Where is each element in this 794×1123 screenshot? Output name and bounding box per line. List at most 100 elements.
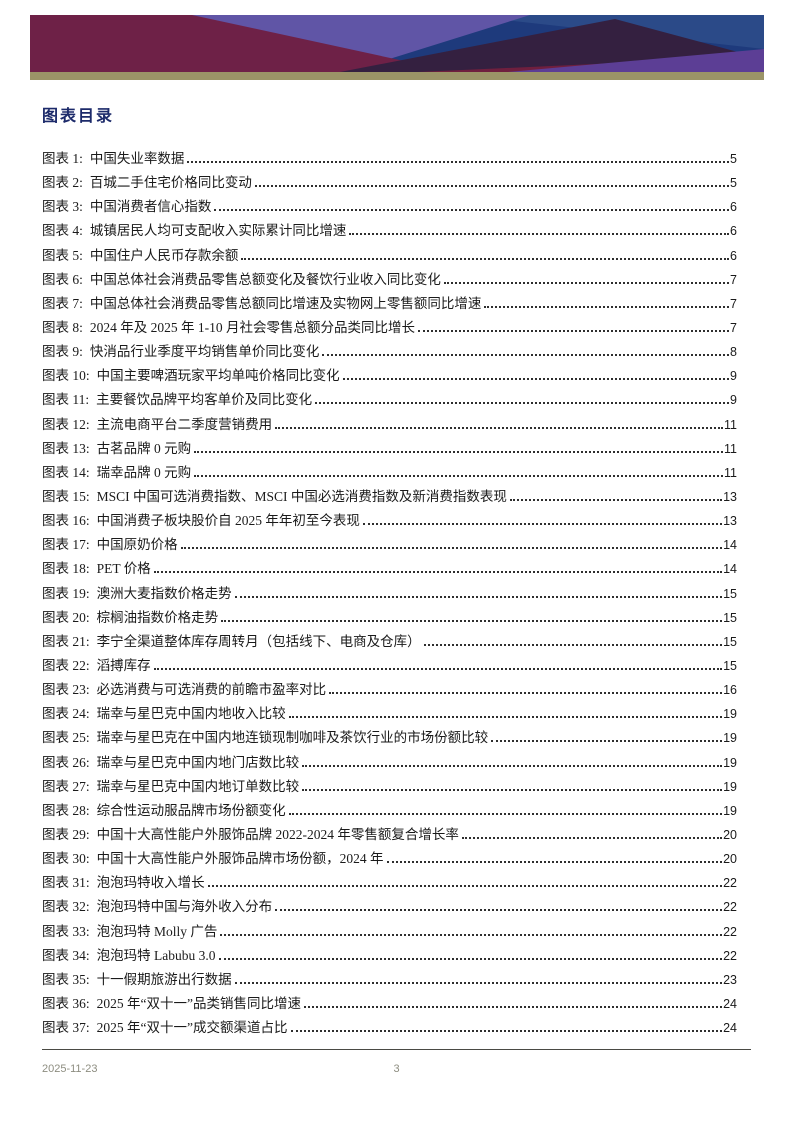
toc-leader-dots	[302, 764, 723, 767]
toc-entry-label: 图表 24:	[42, 706, 90, 722]
toc-entry[interactable]: 图表 1: 中国失业率数据 5	[42, 147, 737, 171]
toc-entry[interactable]: 图表 29: 中国十大高性能户外服饰品牌 2022-2024 年零售额复合增长率…	[42, 823, 737, 847]
toc-entry-label: 图表 7:	[42, 295, 83, 311]
toc-entry[interactable]: 图表 4: 城镇居民人均可支配收入实际累计同比增速 6	[42, 219, 737, 243]
toc-entry-title: 主要餐饮品牌平均客单价及同比变化	[96, 392, 313, 408]
banner-shape-maroon-sliver	[418, 62, 640, 72]
toc-leader-dots	[423, 643, 723, 646]
toc-entry[interactable]: 图表 20: 棕榈油指数价格走势 15	[42, 606, 737, 630]
toc-entry-page: 5	[730, 152, 737, 166]
toc-entry-page: 6	[730, 248, 737, 263]
toc-entry-page: 9	[730, 369, 737, 384]
toc-leader-dots	[484, 305, 730, 308]
toc-entry[interactable]: 图表 8: 2024 年及 2025 年 1-10 月社会零售总额分品类同比增长…	[42, 316, 737, 340]
toc-entry[interactable]: 图表 19: 澳洲大麦指数价格走势 15	[42, 582, 737, 606]
toc-entry[interactable]: 图表 25: 瑞幸与星巴克在中国内地连锁现制咖啡及茶饮行业的市场份额比较 19	[42, 726, 737, 750]
toc-entry[interactable]: 图表 36: 2025 年“双十一”品类销售同比增速 24	[42, 992, 737, 1016]
toc-entry-title: 泡泡玛特 Molly 广告	[96, 923, 218, 939]
toc-entry[interactable]: 图表 12: 主流电商平台二季度营销费用 11	[42, 413, 737, 437]
toc-entry[interactable]: 图表 21: 李宁全渠道整体库存周转月（包括线下、电商及仓库） 15	[42, 630, 737, 654]
toc-leader-dots	[234, 595, 723, 598]
toc-entry-page: 22	[723, 948, 737, 963]
toc-entry-page: 19	[723, 707, 737, 722]
toc-entry-title: 2025 年“双十一”品类销售同比增速	[96, 995, 301, 1011]
toc-entry-page: 19	[723, 779, 737, 794]
toc-leader-dots	[418, 329, 730, 332]
toc-entry[interactable]: 图表 6: 中国总体社会消费品零售总额变化及餐饮行业收入同比变化 7	[42, 268, 737, 292]
toc-entry[interactable]: 图表 23: 必选消费与可选消费的前瞻市盈率对比 16	[42, 678, 737, 702]
toc-entry[interactable]: 图表 3: 中国消费者信心指数 6	[42, 195, 737, 219]
toc-entry[interactable]: 图表 2: 百城二手住宅价格同比变动 5	[42, 171, 737, 195]
toc-leader-dots	[342, 378, 730, 381]
toc-entry-page: 19	[723, 803, 737, 818]
toc-entry[interactable]: 图表 27: 瑞幸与星巴克中国内地订单数比较 19	[42, 775, 737, 799]
toc-leader-dots	[509, 498, 723, 501]
toc-entry-title: 泡泡玛特中国与海外收入分布	[96, 899, 273, 915]
toc-entry-title: 2024 年及 2025 年 1-10 月社会零售总额分品类同比增长	[89, 319, 416, 335]
toc-leader-dots	[329, 692, 723, 695]
toc-entry[interactable]: 图表 16: 中国消费子板块股价自 2025 年年初至今表现 13	[42, 509, 737, 533]
toc-leader-dots	[386, 861, 723, 864]
toc-entry-page: 23	[723, 972, 737, 987]
toc-entry[interactable]: 图表 33: 泡泡玛特 Molly 广告 22	[42, 920, 737, 944]
toc-entry-title: 快消品行业季度平均销售单价同比变化	[89, 344, 320, 360]
toc-entry[interactable]: 图表 31: 泡泡玛特收入增长 22	[42, 871, 737, 895]
toc-entry-page: 22	[723, 900, 737, 915]
toc-leader-dots	[234, 981, 723, 984]
toc-leader-dots	[275, 426, 724, 429]
toc-entry-label: 图表 14:	[42, 464, 90, 480]
toc-entry-title: 瑞幸与星巴克中国内地订单数比较	[96, 778, 300, 794]
toc-leader-dots	[153, 571, 723, 574]
toc-entry-label: 图表 20:	[42, 609, 90, 625]
toc-leader-dots	[443, 281, 730, 284]
toc-entry-title: 中国住户人民币存款余额	[89, 247, 239, 263]
toc-entry[interactable]: 图表 9: 快消品行业季度平均销售单价同比变化 8	[42, 340, 737, 364]
toc-leader-dots	[349, 233, 730, 236]
page-content: 图表目录 图表 1: 中国失业率数据 5 图表 2: 百城二手住宅价格同比变动 …	[42, 80, 737, 1040]
toc-entry[interactable]: 图表 24: 瑞幸与星巴克中国内地收入比较 19	[42, 702, 737, 726]
toc-entry[interactable]: 图表 26: 瑞幸与星巴克中国内地门店数比较 19	[42, 751, 737, 775]
toc-entry[interactable]: 图表 22: 滔搏库存 15	[42, 654, 737, 678]
toc-entry-page: 24	[723, 1021, 737, 1036]
toc-entry-page: 11	[724, 441, 737, 456]
toc-leader-dots	[153, 667, 723, 670]
toc-entry[interactable]: 图表 18: PET 价格 14	[42, 557, 737, 581]
toc-entry[interactable]: 图表 15: MSCI 中国可选消费指数、MSCI 中国必选消费指数及新消费指数…	[42, 485, 737, 509]
toc-entry-title: 中国消费者信心指数	[89, 199, 212, 215]
toc-leader-dots	[220, 933, 723, 936]
toc-entry[interactable]: 图表 7: 中国总体社会消费品零售总额同比增速及实物网上零售额同比增速 7	[42, 292, 737, 316]
toc-entry-title: 主流电商平台二季度营销费用	[96, 416, 273, 432]
toc-entry[interactable]: 图表 37: 2025 年“双十一”成交额渠道占比 24	[42, 1016, 737, 1040]
toc-entry[interactable]: 图表 10: 中国主要啤酒玩家平均单吨价格同比变化 9	[42, 364, 737, 388]
toc-entry-label: 图表 10:	[42, 368, 90, 384]
toc-entry[interactable]: 图表 17: 中国原奶价格 14	[42, 533, 737, 557]
toc-entry-page: 19	[723, 755, 737, 770]
toc-entry-label: 图表 28:	[42, 802, 90, 818]
toc-entry[interactable]: 图表 28: 综合性运动服品牌市场份额变化 19	[42, 799, 737, 823]
toc-entry-title: 中国主要啤酒玩家平均单吨价格同比变化	[96, 368, 340, 384]
toc-entry[interactable]: 图表 32: 泡泡玛特中国与海外收入分布 22	[42, 895, 737, 919]
toc-entry[interactable]: 图表 34: 泡泡玛特 Labubu 3.0 22	[42, 944, 737, 968]
toc-entry[interactable]: 图表 14: 瑞幸品牌 0 元购 11	[42, 461, 737, 485]
toc-entry-title: 中国十大高性能户外服饰品牌 2022-2024 年零售额复合增长率	[96, 826, 459, 842]
toc-entry[interactable]: 图表 35: 十一假期旅游出行数据 23	[42, 968, 737, 992]
toc-entry-label: 图表 3:	[42, 199, 83, 215]
toc-entry-label: 图表 36:	[42, 995, 90, 1011]
toc-entry-title: 瑞幸与星巴克中国内地收入比较	[96, 706, 286, 722]
toc-entry-title: 棕榈油指数价格走势	[96, 609, 219, 625]
toc-entry-title: 中国原奶价格	[96, 537, 178, 553]
toc-entry-label: 图表 30:	[42, 851, 90, 867]
toc-entry[interactable]: 图表 13: 古茗品牌 0 元购 11	[42, 437, 737, 461]
toc-entry[interactable]: 图表 30: 中国十大高性能户外服饰品牌市场份额，2024 年 20	[42, 847, 737, 871]
toc-entry-page: 7	[730, 272, 737, 287]
toc-entry-page: 13	[723, 489, 737, 504]
toc-entry-title: 中国十大高性能户外服饰品牌市场份额，2024 年	[96, 851, 384, 867]
banner-shape-maroon	[30, 15, 455, 72]
toc-entry-page: 6	[730, 224, 737, 239]
toc-entry-page: 15	[723, 658, 737, 673]
toc-entry-label: 图表 25:	[42, 730, 90, 746]
toc-leader-dots	[362, 523, 723, 526]
toc-entry[interactable]: 图表 5: 中国住户人民币存款余额 6	[42, 244, 737, 268]
toc-entry[interactable]: 图表 11: 主要餐饮品牌平均客单价及同比变化 9	[42, 388, 737, 412]
toc-entry-label: 图表 22:	[42, 657, 90, 673]
